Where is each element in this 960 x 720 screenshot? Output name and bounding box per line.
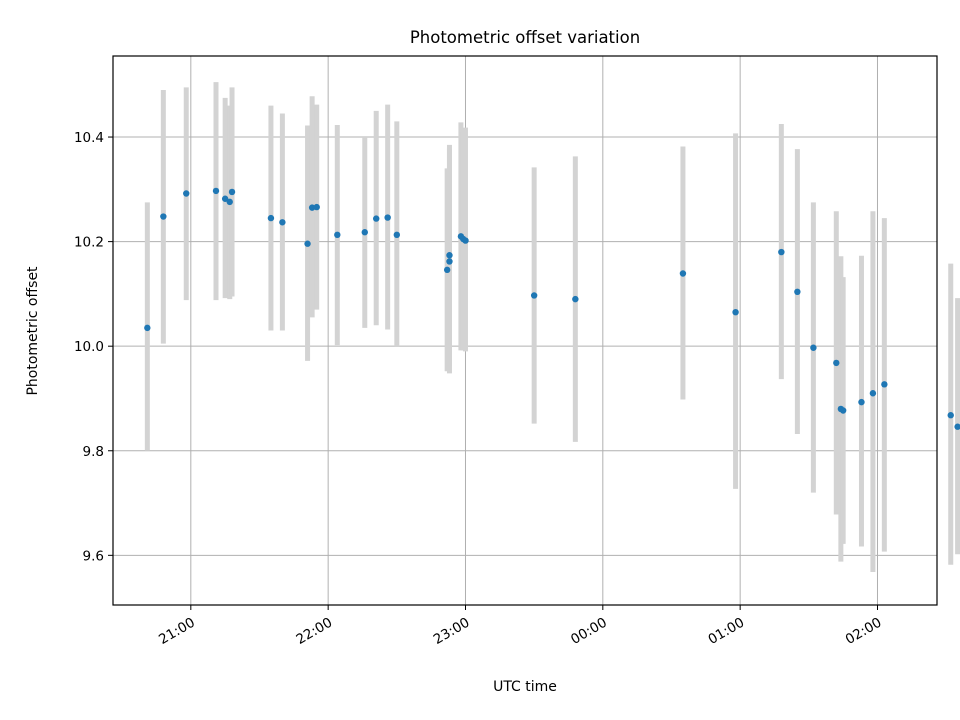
x-tick-label: 21:00 <box>156 615 198 648</box>
data-point <box>954 423 960 430</box>
data-point <box>443 266 451 274</box>
data-point <box>833 359 840 367</box>
data-point <box>226 198 233 206</box>
data-point <box>221 195 229 202</box>
data-point <box>361 229 368 236</box>
data-point <box>373 215 380 222</box>
data-point <box>869 390 877 397</box>
data-point <box>462 237 469 244</box>
x-axis-label: UTC time <box>493 679 557 695</box>
data-point <box>160 213 167 220</box>
data-point <box>572 295 579 303</box>
chart-title: Photometric offset variation <box>410 28 640 47</box>
data-point <box>183 190 190 197</box>
data-point <box>267 214 275 222</box>
y-axis-label: Photometric offset <box>25 266 41 396</box>
data-point <box>279 219 286 226</box>
x-tick-label: 23:00 <box>431 615 473 648</box>
data-point <box>839 407 847 414</box>
data-point <box>446 258 453 265</box>
y-tick-label: 9.6 <box>83 548 104 564</box>
data-point <box>881 381 888 388</box>
x-tick-label: 02:00 <box>843 615 885 648</box>
plot-frame <box>112 55 938 606</box>
data-point <box>679 270 687 277</box>
data-point <box>334 231 341 239</box>
data-point <box>212 187 220 195</box>
data-point <box>393 231 401 239</box>
error-bars <box>144 82 960 573</box>
data-point <box>304 240 311 247</box>
x-tick-label: 01:00 <box>705 615 747 648</box>
data-point <box>228 188 236 196</box>
data-point <box>384 214 391 221</box>
x-axis-ticks: 21:00 22:00 23:00 00:00 01:00 02:00 <box>156 605 884 648</box>
y-tick-label: 10.0 <box>74 339 104 355</box>
y-tick-label: 9.8 <box>83 444 104 460</box>
data-point <box>858 398 865 406</box>
data-points <box>144 187 960 430</box>
y-axis-ticks: 9.6 9.8 10.0 10.2 10.4 <box>74 130 113 564</box>
x-tick-label: 00:00 <box>568 615 610 648</box>
data-point <box>794 288 801 296</box>
y-tick-label: 10.4 <box>74 130 104 146</box>
y-tick-label: 10.2 <box>74 235 104 251</box>
data-point <box>446 252 453 259</box>
data-point <box>778 248 785 256</box>
data-point <box>530 292 538 299</box>
data-point <box>732 309 739 316</box>
data-point <box>810 344 817 351</box>
x-tick-label: 22:00 <box>293 615 335 648</box>
data-point <box>144 324 151 332</box>
data-point <box>313 203 320 211</box>
data-point <box>947 412 954 419</box>
